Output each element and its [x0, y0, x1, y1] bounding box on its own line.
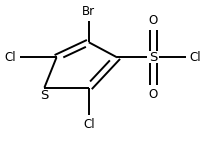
Text: S: S: [149, 51, 158, 64]
Text: O: O: [149, 14, 158, 27]
Text: Cl: Cl: [83, 118, 95, 131]
Text: S: S: [40, 89, 49, 102]
Text: Cl: Cl: [4, 51, 16, 64]
Text: Br: Br: [82, 5, 95, 18]
Text: O: O: [149, 88, 158, 101]
Text: Cl: Cl: [190, 51, 201, 64]
